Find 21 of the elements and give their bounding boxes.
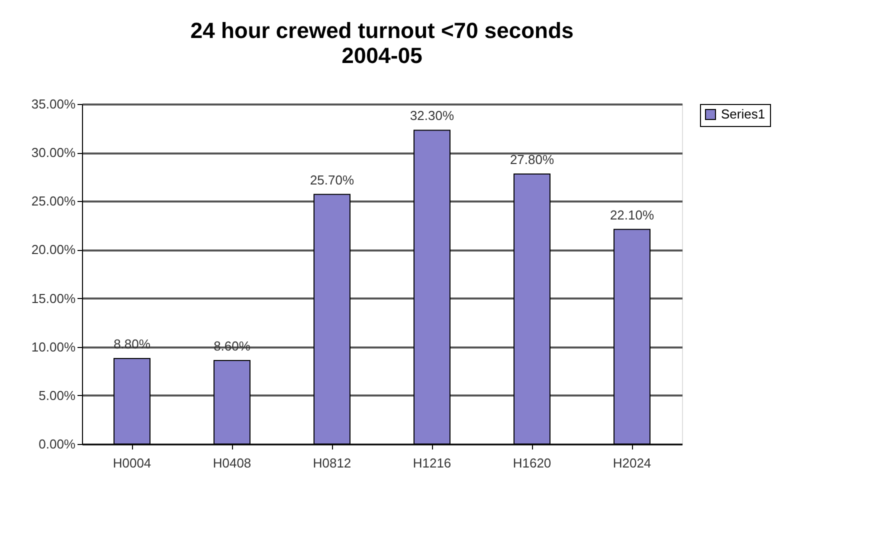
x-tick-label: H0408 xyxy=(212,456,252,470)
y-tick-label: 10.00% xyxy=(31,339,76,354)
y-tick-label: 25.00% xyxy=(31,194,76,209)
chart-subtitle: 2004-05 xyxy=(342,43,422,68)
x-tick-label: H2024 xyxy=(612,456,652,470)
text: 25.70% xyxy=(310,172,354,188)
text: 27.80% xyxy=(510,152,554,167)
y-tick-label: 30.00% xyxy=(31,145,76,160)
x-tick-label: H1620 xyxy=(512,456,552,470)
y-tick-label: 15.00% xyxy=(31,290,76,306)
text: 22.10% xyxy=(610,207,654,222)
y-tick-label: 35.00% xyxy=(31,96,76,112)
text: 32.30% xyxy=(410,108,454,124)
x-tick-label: H0812 xyxy=(312,456,352,470)
y-tick-label: 0.00% xyxy=(38,436,76,452)
chart-title: 24 hour crewed turnout <70 seconds xyxy=(190,18,574,43)
y-tick-label: 5.00% xyxy=(38,388,76,403)
y-tick-label: 20.00% xyxy=(31,242,76,258)
x-tick-label: H1216 xyxy=(412,456,452,470)
legend-label: Series1 xyxy=(721,106,766,122)
x-tick-label: H0004 xyxy=(112,456,152,470)
